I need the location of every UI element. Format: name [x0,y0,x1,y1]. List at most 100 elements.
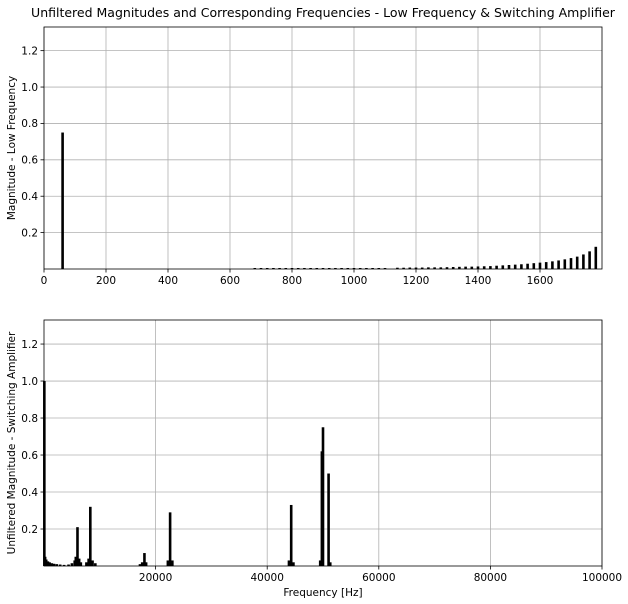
top-bar [408,267,412,269]
bottom-bar [52,563,56,566]
bottom-bar [140,562,144,566]
bottom-bar [327,473,330,566]
top-bar [458,266,461,269]
bottom-bar [46,561,50,566]
bottom-bar [321,427,325,566]
top-bar [265,268,269,269]
top-bar [445,267,449,269]
bottom-bar [79,562,83,566]
top-bar [588,251,591,269]
bottom-plot-frame [43,319,603,567]
top-plot-frame [43,26,603,270]
bottom-bar [287,560,291,566]
bottom-bar [91,560,94,566]
top-bar [569,258,573,269]
top-bar [513,264,517,269]
top-grid [43,27,602,269]
bottom-bar [55,564,59,566]
bottom-bar [144,562,148,566]
bottom-y-tick-label: 1.2 [21,339,38,351]
top-x-tick-label: 1400 [465,275,492,287]
bottom-bar [67,564,70,566]
top-bar [402,267,405,269]
top-bar [563,259,567,269]
top-y-tick-label: 0.8 [21,118,38,130]
top-bar [272,268,275,269]
bottom-bar [292,562,295,566]
bottom-bar [50,563,54,566]
top-bar [61,132,64,269]
top-x-tick-label: 0 [41,275,48,287]
bottom-x-axis-label: Frequency [Hz] [283,587,362,599]
top-bar [334,268,337,269]
bottom-bar [76,527,79,566]
top-bar [451,266,455,269]
top-bar [526,263,529,269]
top-y-tick-label: 0.6 [21,155,38,167]
top-bar [383,268,387,269]
top-plot-background [44,27,602,269]
top-x-tick-label: 400 [158,275,178,287]
bottom-bar [289,504,293,566]
top-bar [296,268,300,269]
top-y-tick-label: 0.4 [21,191,38,203]
top-bar [582,254,585,269]
bottom-plot: 20000 40000 60000 80000 100000 0.2 0.4 0.6 0.8 1.… [6,319,622,599]
top-bars [61,132,598,269]
top-bar [327,268,331,269]
bottom-bar [94,563,97,566]
bottom-x-tick-label: 60000 [362,572,395,584]
top-x-tick-label: 800 [282,275,302,287]
top-bar [439,267,443,269]
top-bar [371,268,374,269]
bottom-bar [44,559,48,566]
bottom-y-tick-label: 0.2 [21,524,38,536]
bottom-bar [143,553,146,566]
top-bar [315,268,319,269]
top-x-tick-label: 200 [96,275,116,287]
top-bar [303,268,306,269]
top-bar [420,267,424,269]
bottom-bar [70,563,74,566]
top-bar [396,267,399,269]
bottom-y-axis-label: Unfiltered Magnitude - Switching Amplifi… [6,331,18,554]
top-bar [501,265,505,269]
top-bar [557,260,560,269]
top-y-tick-label: 1.0 [21,82,38,94]
top-bar [427,267,430,269]
bottom-bar [58,564,62,566]
top-bar [507,264,511,269]
top-bar [290,268,294,269]
bottom-x-tick-label: 40000 [250,572,283,584]
top-bar [464,266,467,269]
top-bar [278,268,281,269]
top-bar [495,265,498,269]
bottom-y-tick-label: 0.4 [21,487,38,499]
bottom-bar [77,558,81,566]
bottom-bar [171,560,174,566]
top-bar [377,268,381,269]
top-bar [346,268,350,269]
bottom-bar [74,556,78,566]
bottom-bar [48,562,51,566]
top-y-tick-label: 0.2 [21,227,38,239]
top-bar [358,268,362,269]
top-bar [433,267,436,269]
top-bar [259,268,263,269]
bottom-bar [166,560,170,566]
top-bar [489,266,492,269]
top-bar [594,246,598,269]
top-x-tick-label: 1000 [341,275,368,287]
top-x-tick-label: 600 [220,275,240,287]
bottom-bar [168,512,172,566]
bottom-x-tick-label: 20000 [139,572,172,584]
top-bar [551,261,554,269]
bottom-bar [85,562,88,566]
top-bar [476,266,480,269]
top-bar [253,268,257,269]
bottom-bar [138,564,142,566]
top-x-tick-label: 1200 [403,275,430,287]
top-bar [352,268,356,269]
top-y-axis-label: Magnitude - Low Frequency [6,76,18,220]
